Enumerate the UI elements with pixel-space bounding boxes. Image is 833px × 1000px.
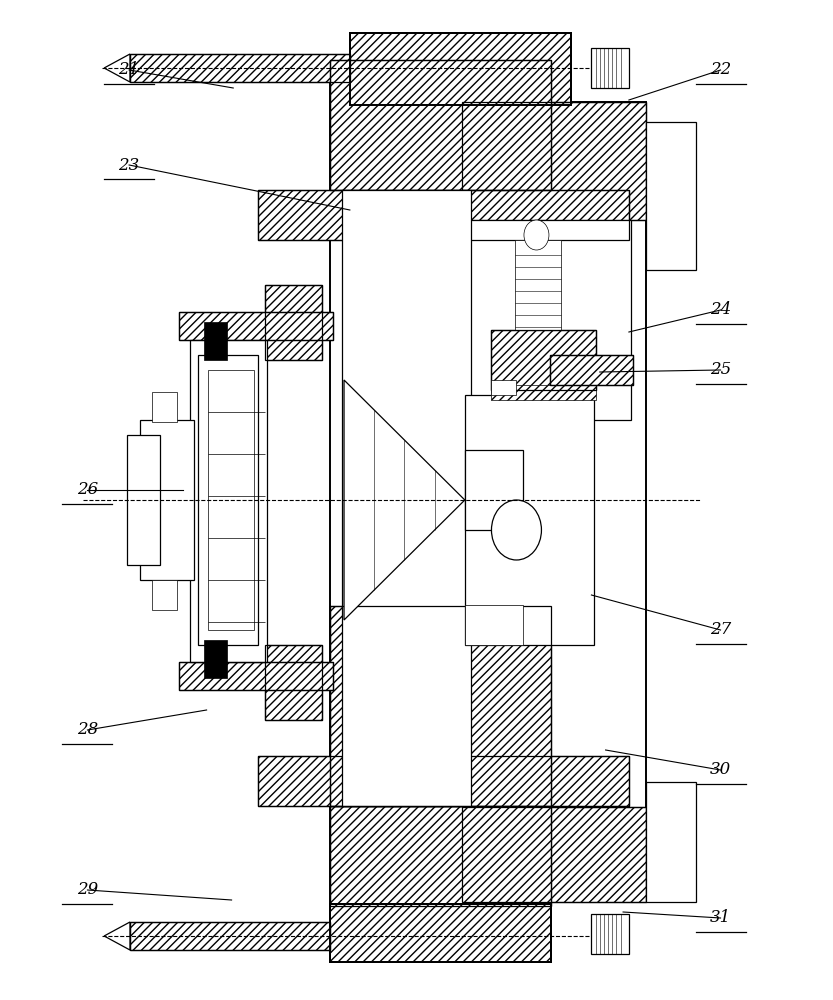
Bar: [130, 54, 350, 82]
Text: 23: 23: [118, 156, 140, 174]
Bar: [204, 322, 227, 360]
Bar: [591, 914, 629, 954]
Bar: [330, 806, 551, 906]
Bar: [127, 435, 160, 565]
Bar: [491, 330, 596, 390]
Bar: [130, 922, 330, 950]
Bar: [550, 355, 633, 385]
Text: 22: 22: [710, 62, 731, 79]
Bar: [342, 190, 471, 806]
Text: 26: 26: [77, 482, 98, 498]
Bar: [330, 806, 551, 906]
Text: 31: 31: [710, 910, 731, 926]
Bar: [258, 756, 629, 806]
Text: 27: 27: [710, 621, 731, 639]
Bar: [330, 60, 551, 190]
Bar: [462, 807, 646, 902]
Text: 25: 25: [710, 361, 731, 378]
Bar: [591, 48, 629, 88]
Bar: [491, 385, 596, 400]
Bar: [462, 807, 646, 902]
Bar: [462, 102, 646, 220]
Bar: [646, 782, 696, 902]
Bar: [130, 922, 330, 950]
Bar: [550, 355, 633, 385]
Bar: [350, 33, 571, 105]
Bar: [491, 380, 516, 395]
Text: 28: 28: [77, 722, 98, 738]
Bar: [462, 102, 646, 220]
Bar: [462, 102, 646, 902]
Bar: [179, 312, 333, 340]
Bar: [204, 640, 227, 678]
Bar: [179, 662, 333, 690]
Bar: [265, 645, 322, 720]
Bar: [330, 904, 551, 962]
Bar: [130, 54, 350, 82]
Bar: [465, 605, 523, 645]
Bar: [152, 580, 177, 610]
Bar: [330, 606, 551, 806]
Bar: [491, 330, 596, 390]
Bar: [190, 340, 267, 662]
Bar: [265, 285, 322, 360]
Polygon shape: [344, 380, 465, 620]
Bar: [515, 240, 561, 330]
Bar: [179, 312, 333, 340]
Bar: [265, 285, 322, 360]
Bar: [198, 355, 258, 645]
Bar: [140, 420, 194, 580]
Bar: [179, 662, 333, 690]
Circle shape: [524, 220, 549, 250]
Bar: [258, 190, 629, 240]
Text: 24: 24: [710, 302, 731, 318]
Bar: [465, 220, 631, 420]
Bar: [330, 606, 551, 806]
Bar: [466, 222, 630, 418]
Text: 29: 29: [77, 882, 98, 898]
Text: 30: 30: [710, 762, 731, 778]
Bar: [646, 122, 696, 270]
Bar: [465, 395, 594, 645]
Circle shape: [491, 500, 541, 560]
Polygon shape: [104, 922, 130, 950]
Bar: [152, 392, 177, 422]
Bar: [465, 450, 523, 530]
Text: 21: 21: [118, 62, 140, 79]
Bar: [330, 904, 551, 962]
Bar: [330, 60, 551, 190]
Bar: [258, 190, 629, 240]
Bar: [330, 60, 551, 906]
Bar: [265, 645, 322, 720]
Polygon shape: [104, 54, 130, 82]
Bar: [350, 33, 571, 105]
Bar: [208, 370, 254, 630]
Bar: [258, 756, 629, 806]
